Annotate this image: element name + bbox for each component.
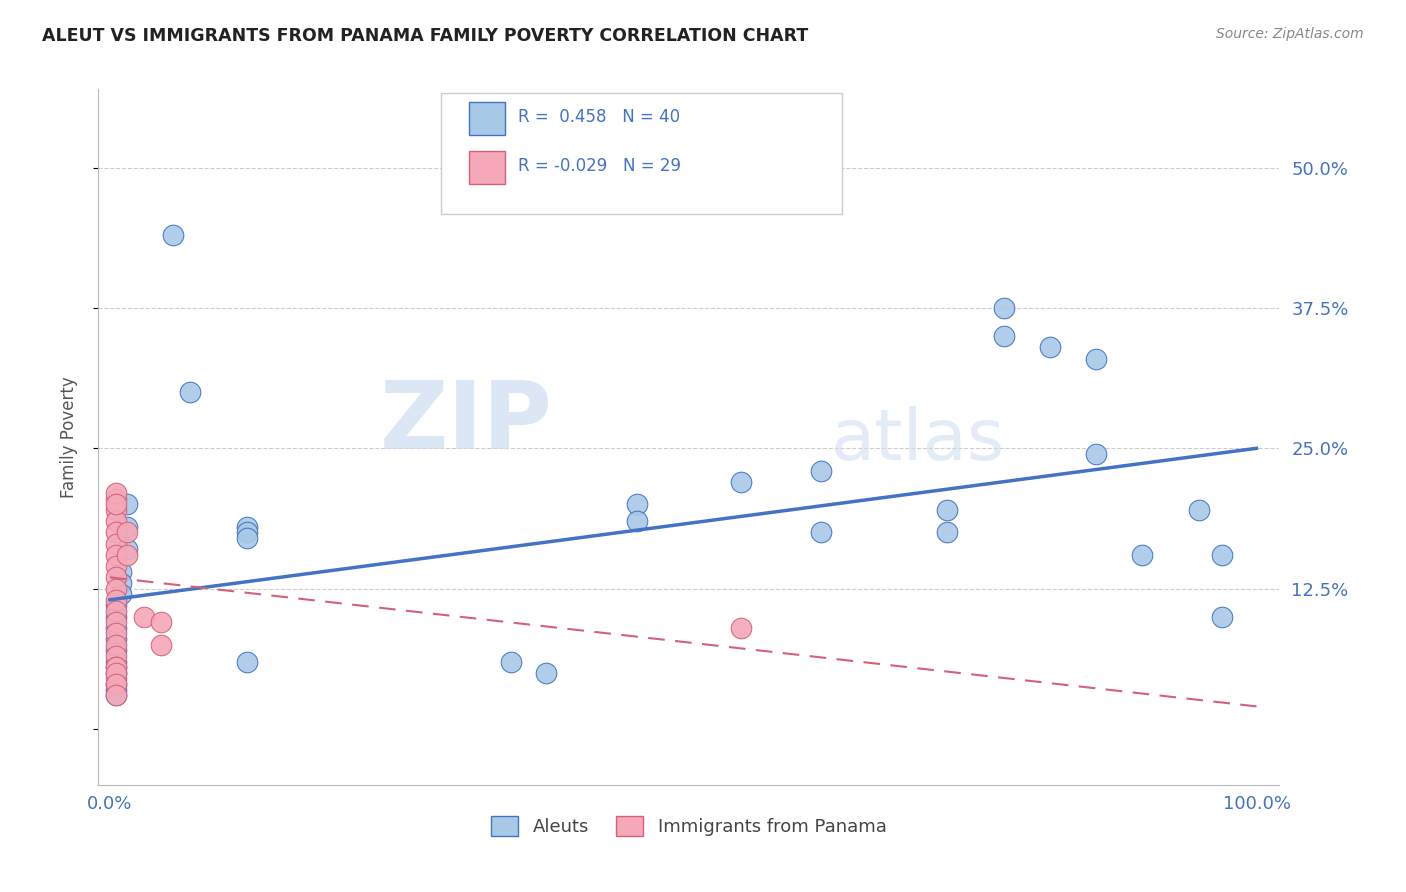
Point	[1039, 340, 1062, 354]
Point	[104, 682, 127, 697]
Point	[1188, 503, 1211, 517]
Point	[730, 475, 752, 489]
Point	[626, 497, 648, 511]
Point	[104, 643, 127, 657]
Point	[104, 677, 127, 691]
Point	[104, 592, 127, 607]
Point	[104, 559, 127, 574]
Point	[104, 582, 127, 596]
Point	[115, 525, 138, 540]
Point	[104, 665, 127, 680]
Point	[104, 486, 127, 500]
Point	[810, 525, 832, 540]
Point	[179, 385, 201, 400]
Text: Source: ZipAtlas.com: Source: ZipAtlas.com	[1216, 27, 1364, 41]
Point	[104, 497, 127, 511]
Point	[993, 329, 1015, 343]
Point	[104, 688, 127, 702]
Point	[1085, 447, 1108, 461]
Y-axis label: Family Poverty: Family Poverty	[59, 376, 77, 498]
Text: ALEUT VS IMMIGRANTS FROM PANAMA FAMILY POVERTY CORRELATION CHART: ALEUT VS IMMIGRANTS FROM PANAMA FAMILY P…	[42, 27, 808, 45]
Point	[104, 648, 127, 663]
Point	[104, 660, 127, 674]
Text: atlas: atlas	[831, 406, 1005, 475]
Point	[1085, 351, 1108, 366]
Point	[104, 626, 127, 640]
Point	[236, 531, 259, 545]
Point	[104, 537, 127, 551]
Point	[104, 609, 127, 624]
Point	[115, 497, 138, 511]
FancyBboxPatch shape	[441, 93, 842, 214]
Point	[104, 604, 127, 618]
Legend: Aleuts, Immigrants from Panama: Aleuts, Immigrants from Panama	[482, 806, 896, 846]
FancyBboxPatch shape	[470, 103, 505, 135]
Point	[626, 514, 648, 528]
Point	[104, 570, 127, 584]
Point	[150, 638, 173, 652]
Point	[935, 503, 957, 517]
Point	[810, 464, 832, 478]
Point	[115, 542, 138, 557]
Point	[104, 525, 127, 540]
Point	[1211, 609, 1233, 624]
Point	[1130, 548, 1153, 562]
Point	[115, 548, 138, 562]
Point	[150, 615, 173, 630]
Point	[104, 599, 127, 613]
Point	[104, 671, 127, 685]
Point	[104, 665, 127, 680]
Point	[104, 514, 127, 528]
Point	[935, 525, 957, 540]
Point	[134, 609, 156, 624]
Point	[104, 638, 127, 652]
Point	[501, 655, 523, 669]
Point	[236, 655, 259, 669]
Text: R =  0.458   N = 40: R = 0.458 N = 40	[517, 108, 681, 126]
Point	[104, 491, 127, 506]
Point	[104, 548, 127, 562]
Point	[104, 677, 127, 691]
Point	[730, 621, 752, 635]
Point	[110, 587, 132, 601]
Point	[104, 660, 127, 674]
Point	[162, 228, 184, 243]
Point	[104, 632, 127, 646]
FancyBboxPatch shape	[470, 151, 505, 184]
Text: ZIP: ZIP	[380, 377, 553, 469]
Point	[993, 301, 1015, 315]
Point	[104, 655, 127, 669]
Point	[236, 525, 259, 540]
Point	[104, 688, 127, 702]
Point	[104, 615, 127, 630]
Point	[110, 576, 132, 591]
Point	[1211, 548, 1233, 562]
Point	[104, 503, 127, 517]
Point	[110, 565, 132, 579]
Point	[104, 621, 127, 635]
Point	[534, 665, 557, 680]
Point	[236, 520, 259, 534]
Text: R = -0.029   N = 29: R = -0.029 N = 29	[517, 157, 681, 175]
Point	[115, 520, 138, 534]
